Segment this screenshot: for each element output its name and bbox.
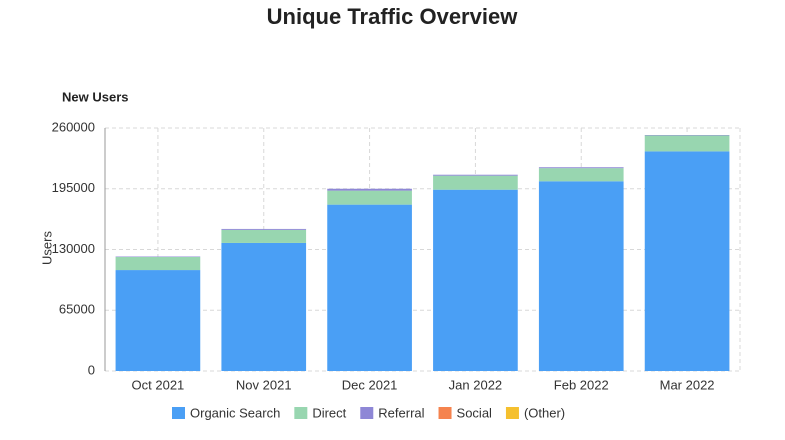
legend-swatch <box>360 407 374 419</box>
legend-label: (Other) <box>524 405 565 420</box>
y-axis-label: Users <box>39 231 54 265</box>
bar-segment <box>433 175 518 190</box>
y-tick-label: 0 <box>88 362 95 377</box>
chart-subtitle: New Users <box>62 89 128 104</box>
x-tick-label: Oct 2021 <box>132 377 185 392</box>
legend-label: Organic Search <box>190 405 280 420</box>
bar-segment <box>221 229 307 243</box>
bar-segment <box>644 135 730 152</box>
legend-swatch <box>172 407 185 419</box>
bar-segment <box>538 181 624 371</box>
x-tick-label: Dec 2021 <box>342 377 398 392</box>
legend-swatch <box>438 407 452 419</box>
bar-segment <box>538 167 624 169</box>
legend-label: Social <box>457 405 493 420</box>
bar-segment <box>327 190 412 205</box>
legend-swatch <box>294 407 308 419</box>
x-tick-label: Jan 2022 <box>449 377 503 392</box>
bar-segment <box>115 256 201 271</box>
bar-segment <box>115 270 201 371</box>
chart-title: Unique Traffic Overview <box>267 4 519 29</box>
y-tick-label: 260000 <box>52 119 95 134</box>
legend-label: Referral <box>378 405 424 420</box>
bar-segment <box>327 204 412 371</box>
legend-label: Direct <box>312 405 346 420</box>
bar-segment <box>433 174 518 176</box>
bar-segment <box>327 188 412 191</box>
y-tick-label: 130000 <box>52 241 95 256</box>
bar-segment <box>538 168 624 182</box>
bar-segment <box>221 242 307 371</box>
y-tick-label: 65000 <box>59 302 95 317</box>
bar-segment <box>433 189 518 371</box>
x-tick-label: Feb 2022 <box>554 377 609 392</box>
x-tick-label: Nov 2021 <box>236 377 292 392</box>
y-tick-label: 195000 <box>52 180 95 195</box>
x-tick-label: Mar 2022 <box>660 377 715 392</box>
bar-segment <box>644 151 730 371</box>
legend-swatch <box>505 407 519 419</box>
bar-segment <box>221 228 307 230</box>
